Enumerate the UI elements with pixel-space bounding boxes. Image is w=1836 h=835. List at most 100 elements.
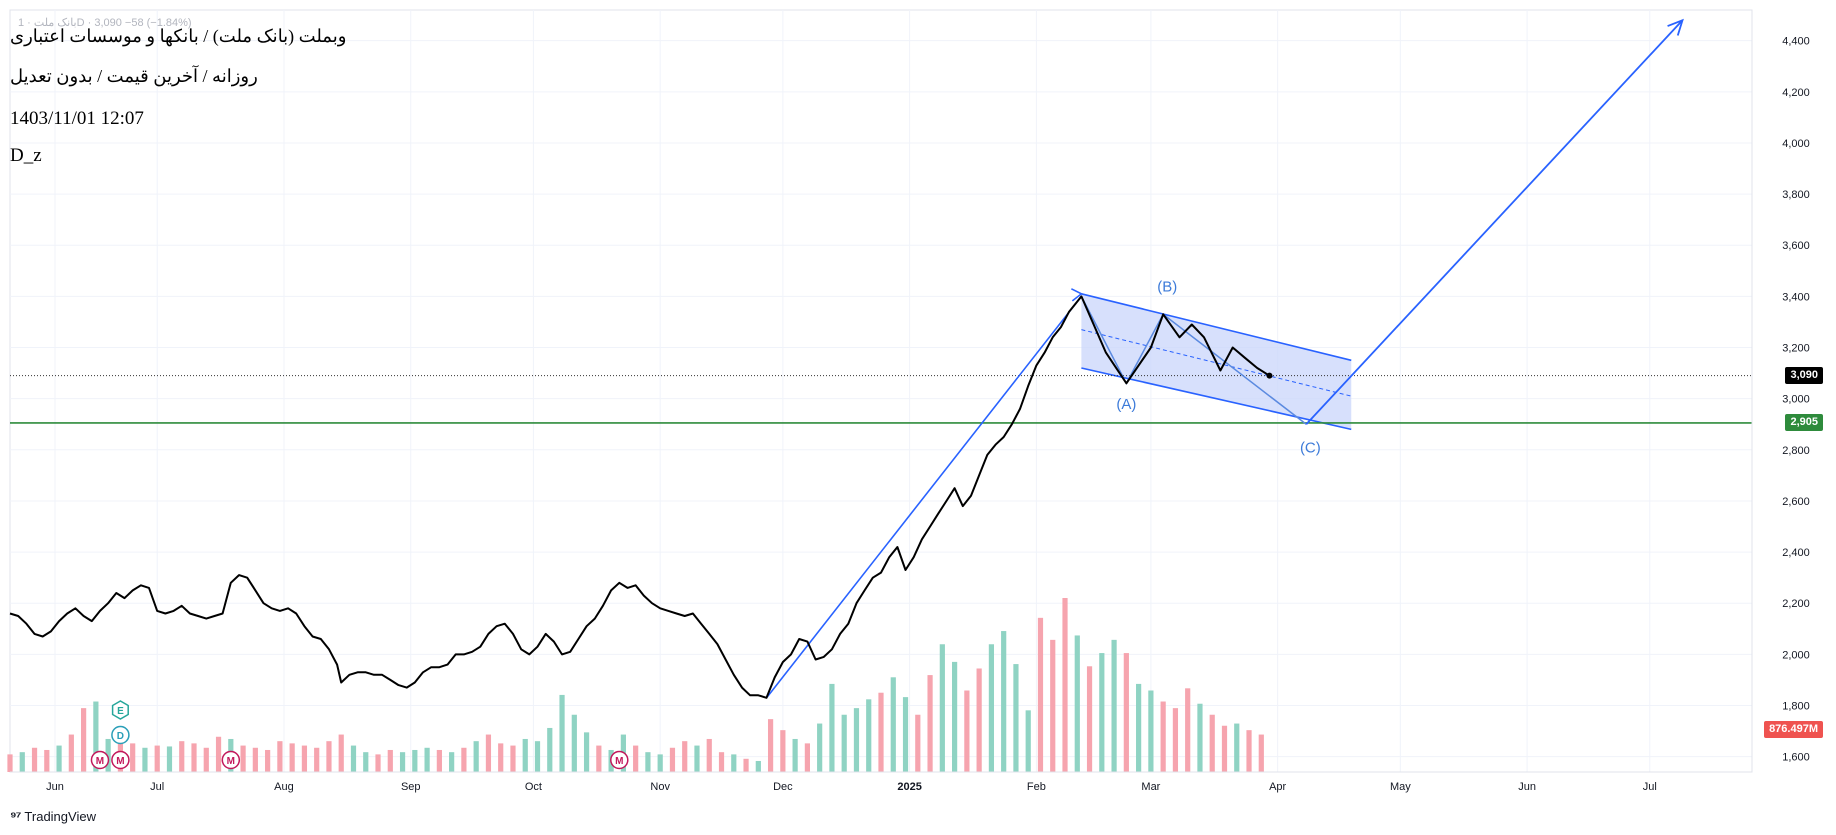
y-tick-label: 4,000 (1782, 138, 1810, 150)
support-price-tag: 2,905 (1785, 413, 1823, 431)
tradingview-logo-icon: ⁹⁷ (10, 808, 21, 824)
volume-bar (461, 747, 467, 772)
volume-bar (510, 745, 516, 772)
x-tick-label: Jun (1518, 781, 1536, 793)
volume-bar (571, 714, 577, 772)
volume-bar (583, 732, 590, 772)
volume-bar (142, 747, 148, 772)
volume-bar (1197, 703, 1203, 772)
volume-bar (596, 745, 602, 772)
volume-bar (338, 734, 344, 772)
volume-bar (1074, 635, 1080, 772)
volume-bar (314, 747, 320, 772)
volume-bar (154, 745, 160, 772)
volume-bar (56, 745, 62, 772)
meeting-marker (221, 750, 241, 770)
y-tick-label: 2,000 (1782, 649, 1810, 661)
volume-bar (179, 741, 185, 772)
volume-bar (853, 708, 860, 772)
volume-bar (976, 668, 982, 772)
volume-bar (412, 749, 418, 772)
volume-bar (890, 677, 896, 772)
volume-bar (387, 749, 393, 772)
event-markers[interactable]: E D M M M M (90, 700, 629, 770)
volume-bar (1001, 631, 1007, 772)
volume-bar (952, 661, 958, 772)
volume-bar (780, 730, 786, 772)
volume-bar (939, 644, 945, 772)
volume-bar (68, 734, 74, 772)
dividend-marker (111, 725, 130, 745)
meeting-marker (90, 750, 110, 770)
price-line (9, 295, 1271, 699)
volume-bar (559, 694, 565, 772)
tradingview-brand[interactable]: ⁹⁷ TradingView (10, 808, 96, 824)
y-tick-label: 3,800 (1782, 189, 1810, 201)
x-tick-label: Jul (1643, 781, 1657, 793)
volume-bar (706, 738, 712, 772)
x-tick-label: Apr (1269, 781, 1286, 793)
y-tick-label: 3,400 (1782, 291, 1810, 303)
volume-bar (498, 743, 504, 772)
abc-wave-path (1080, 296, 1307, 425)
volume-bar (436, 749, 442, 772)
volume-histogram (7, 598, 1264, 772)
volume-bar (755, 760, 761, 772)
trend-drawings[interactable]: (A) (B) (C) (10, 18, 1752, 699)
volume-bar (1172, 708, 1179, 772)
volume-bar (485, 734, 492, 772)
target-arrow-head (1667, 18, 1684, 36)
chart-grid (9, 9, 1753, 773)
channel-start-arrow (1071, 288, 1083, 302)
y-tick-label: 2,800 (1782, 445, 1810, 457)
volume-bar (203, 747, 209, 772)
volume-bar (1062, 598, 1068, 772)
x-tick-label: 2025 (897, 781, 921, 793)
volume-bar (1160, 701, 1166, 772)
event-marker-label: M (96, 756, 104, 767)
volume-bar (166, 746, 173, 772)
event-marker-label: D (117, 731, 124, 742)
x-tick-label: Oct (525, 781, 542, 793)
volume-bar (915, 714, 921, 772)
chart-axes[interactable]: 1,600 1,800 2,000 2,200 2,400 2,600 2,800 3,000… (10, 10, 1810, 793)
volume-bar (44, 749, 50, 772)
event-marker-label: M (116, 756, 124, 767)
x-tick-label: Jul (150, 781, 164, 793)
volume-bar (1221, 725, 1228, 772)
volume-bar (191, 743, 197, 772)
volume-bar (1099, 653, 1105, 772)
x-tick-label: Dec (773, 781, 793, 793)
volume-bar (522, 738, 528, 772)
volume-bar (866, 699, 872, 772)
y-tick-label: 3,600 (1782, 240, 1810, 252)
volume-value-tag: 876.497M (1764, 721, 1823, 738)
volume-bar (902, 697, 909, 772)
chart-author: D_z (10, 145, 42, 166)
y-tick-label: 2,600 (1782, 496, 1810, 508)
event-marker-label: M (615, 756, 623, 767)
volume-bar (743, 758, 749, 772)
volume-bar (1258, 734, 1264, 772)
volume-bar (1123, 653, 1129, 772)
volume-bar (964, 690, 970, 772)
wave-label: (B) (1157, 278, 1177, 295)
volume-bar (718, 752, 725, 772)
y-tick-label: 3,000 (1782, 394, 1810, 406)
volume-bar (375, 754, 381, 772)
volume-bar (792, 738, 798, 772)
volume-bar (473, 741, 479, 772)
volume-bar (1148, 690, 1154, 772)
x-tick-label: Feb (1027, 781, 1046, 793)
volume-bar (289, 743, 295, 772)
volume-bar (633, 745, 639, 772)
volume-bar (350, 745, 357, 772)
meeting-marker (111, 750, 130, 770)
volume-bar (927, 675, 933, 772)
volume-bar (694, 745, 700, 772)
channel-lower-line (1081, 367, 1352, 431)
target-arrow-line (1305, 19, 1684, 425)
volume-bar (1086, 666, 1093, 772)
event-marker-label: E (117, 706, 124, 717)
